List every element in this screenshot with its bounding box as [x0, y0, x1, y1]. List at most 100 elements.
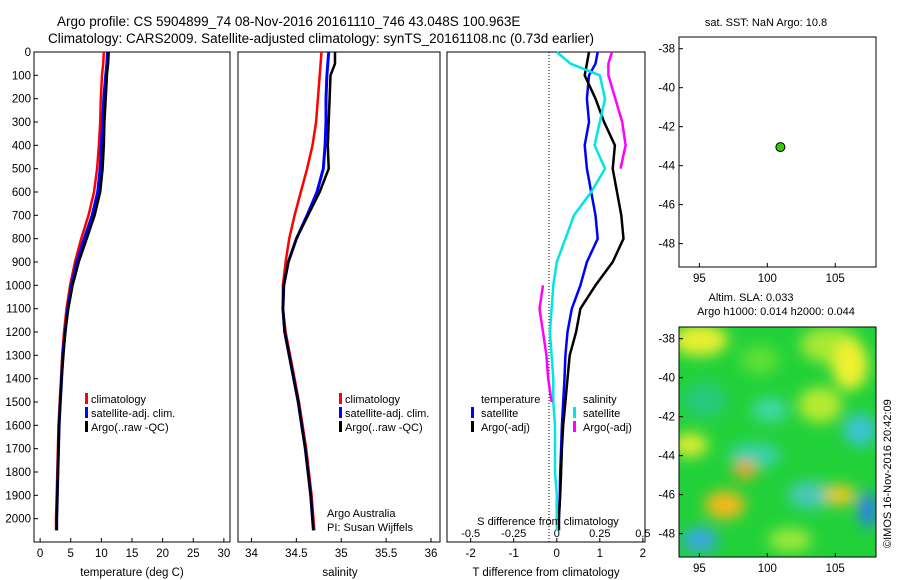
header-line-1: Argo profile: CS 5904899_74 08-Nov-2016 … — [57, 14, 520, 29]
y-tick-label: -42 — [658, 412, 675, 424]
x-tick-label: 95 — [693, 273, 706, 285]
difference-legend: temperature satellite Argo(-adj) salinit… — [471, 394, 632, 434]
y-tick-label: 1800 — [5, 467, 31, 479]
legend-swatch-s-satellite — [573, 407, 576, 418]
x-tick-label: 30 — [217, 548, 230, 560]
y-tick-label: -46 — [658, 200, 675, 212]
location-map-title: sat. SST: NaN Argo: 10.8 — [705, 17, 827, 29]
x-tick-label: 35.5 — [375, 548, 397, 560]
y-tick-label: 1600 — [5, 420, 31, 432]
y-tick-label: -40 — [658, 373, 675, 385]
y-tick-label: -40 — [658, 83, 675, 95]
x-tick-label: 10 — [95, 548, 108, 560]
series-line — [281, 52, 337, 531]
altimetry-map-frame — [678, 326, 877, 558]
s-tick-label: 0.5 — [635, 528, 650, 540]
y-tick-label: 200 — [12, 94, 31, 106]
legend-label-satellite: satellite-adj. clim. — [345, 408, 429, 420]
s-tick-label: -0.25 — [501, 528, 526, 540]
salinity-x-label: salinity — [322, 567, 357, 579]
legend-label-s-satellite: satellite — [583, 408, 620, 420]
credit-text: ©IMOS 16-Nov-2016 20:42:09 — [882, 399, 894, 548]
x-tick-label: 1 — [597, 548, 603, 560]
legend-swatch-satellite — [339, 407, 342, 418]
x-tick-label: 15 — [126, 548, 139, 560]
difference-panel: -2 -1 0 1 2 -0.5 -0.25 0 0.25 0.5 S difference fr… — [446, 51, 650, 579]
y-tick-label: 1500 — [5, 397, 31, 409]
y-tick-label: 1100 — [6, 304, 31, 316]
temperature-x-label: temperature (deg C) — [80, 567, 184, 579]
legend-swatch-argo — [85, 421, 88, 432]
salinity-legend: climatology satellite-adj. clim. Argo(..… — [339, 393, 429, 434]
x-tick-label: 5 — [68, 548, 74, 560]
y-tick-label: 2000 — [5, 514, 31, 526]
location-map: sat. SST: NaN Argo: 10.8 95 100 105 -38 -40 -… — [658, 17, 877, 285]
location-map-frame — [678, 36, 877, 268]
legend-swatch-satellite — [85, 407, 88, 418]
x-tick-label: 36 — [425, 548, 438, 560]
y-tick-label: -38 — [658, 44, 675, 56]
y-tick-label: 1400 — [5, 374, 31, 386]
temperature-panel: 0 5 10 15 20 25 300100200300400500600700800900… — [5, 47, 231, 579]
legend-label-climatology: climatology — [91, 394, 147, 406]
legend-swatch-s-argo — [573, 421, 576, 432]
y-tick-label: 800 — [12, 234, 31, 246]
legend-label-t-satellite: satellite — [481, 408, 518, 420]
s-tick-label: 0.25 — [589, 528, 610, 540]
y-tick-label: 1300 — [5, 350, 31, 362]
x-tick-label: 34.5 — [285, 548, 307, 560]
y-tick-label: -42 — [658, 122, 675, 134]
x-tick-label: 25 — [187, 548, 200, 560]
legend-title-temperature: temperature — [481, 394, 540, 406]
y-tick-label: 0 — [25, 47, 31, 59]
series-line — [55, 51, 110, 531]
y-tick-label: 1900 — [5, 490, 31, 502]
y-tick-label: 100 — [12, 70, 31, 82]
y-tick-label: -46 — [658, 490, 675, 502]
temperature-plot-frame — [33, 51, 231, 543]
series-line — [54, 51, 106, 531]
y-tick-label: 1700 — [5, 444, 31, 456]
y-tick-label: 1000 — [5, 280, 31, 292]
y-tick-label: -38 — [658, 334, 675, 346]
altimetry-title-1: Altim. SLA: 0.033 — [709, 292, 794, 304]
temperature-legend: climatology satellite-adj. clim. Argo(..… — [85, 393, 175, 434]
x-tick-label: 100 — [758, 563, 777, 575]
y-tick-label: -48 — [658, 239, 675, 251]
legend-label-argo: Argo(..raw -QC) — [345, 422, 423, 434]
legend-label-argo: Argo(..raw -QC) — [91, 422, 169, 434]
salinity-panel: 34 34.5 35 35.5 36 salinity climatology sate… — [237, 51, 441, 579]
y-tick-label: 500 — [12, 164, 31, 176]
s-difference-label: S difference from climatology — [477, 516, 619, 528]
institution-text: Argo Australia — [327, 508, 396, 520]
difference-plot-frame — [446, 51, 646, 543]
y-tick-label: -44 — [658, 451, 675, 463]
x-tick-label: -1 — [509, 548, 519, 560]
x-tick-label: 35 — [335, 548, 348, 560]
legend-label-climatology: climatology — [345, 394, 401, 406]
x-tick-label: 0 — [554, 548, 560, 560]
y-tick-label: 300 — [12, 117, 31, 129]
legend-swatch-argo — [339, 421, 342, 432]
x-tick-label: 95 — [693, 563, 706, 575]
y-tick-label: -48 — [658, 529, 675, 541]
legend-swatch-climatology — [85, 393, 88, 404]
x-tick-label: 0 — [37, 548, 43, 560]
y-tick-label: 600 — [12, 187, 31, 199]
salinity-plot-frame — [237, 51, 441, 543]
altimetry-title-2: Argo h1000: 0.014 h2000: 0.044 — [697, 306, 855, 318]
y-tick-label: -44 — [658, 161, 675, 173]
x-tick-label: 2 — [640, 548, 646, 560]
series-line — [538, 51, 627, 403]
header-line-2: Climatology: CARS2009. Satellite-adjuste… — [48, 31, 594, 46]
series-line — [557, 51, 625, 531]
pi-text: PI: Susan Wijffels — [327, 522, 413, 534]
x-tick-label: 105 — [826, 273, 845, 285]
legend-title-salinity: salinity — [583, 394, 617, 406]
legend-label-satellite: satellite-adj. clim. — [91, 408, 175, 420]
x-tick-label: -2 — [466, 548, 476, 560]
x-tick-label: 105 — [826, 563, 845, 575]
t-difference-label: T difference from climatology — [472, 567, 619, 579]
altimetry-map: Altim. SLA: 0.033 Argo h1000: 0.014 h200… — [658, 292, 877, 575]
